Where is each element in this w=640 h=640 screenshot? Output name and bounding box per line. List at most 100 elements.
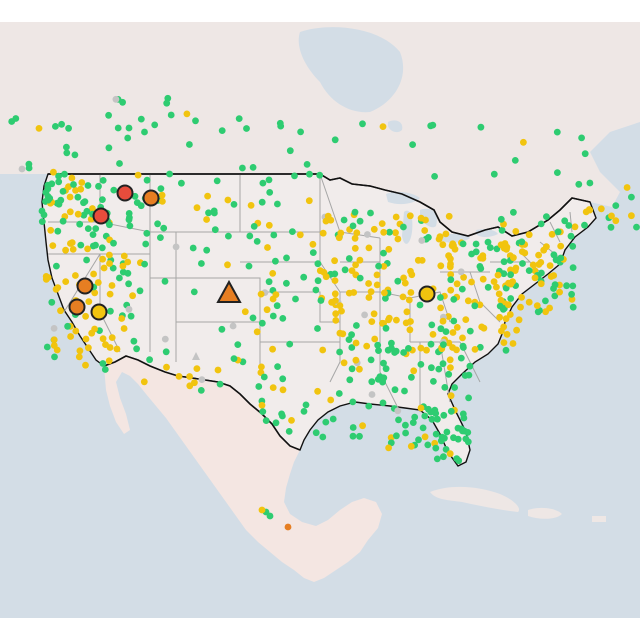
monitor-marker[interactable] <box>314 387 321 395</box>
monitor-marker[interactable] <box>500 323 508 331</box>
monitor-marker[interactable] <box>258 506 266 514</box>
monitor-marker[interactable] <box>446 356 454 364</box>
monitor-marker[interactable] <box>419 424 427 432</box>
monitor-marker[interactable] <box>453 324 461 331</box>
monitor-marker[interactable] <box>510 208 517 216</box>
monitor-marker[interactable] <box>371 335 379 343</box>
monitor-marker[interactable] <box>471 346 479 353</box>
monitor-marker[interactable] <box>89 231 97 239</box>
monitor-marker[interactable] <box>48 180 56 188</box>
monitor-marker[interactable] <box>259 408 267 415</box>
monitor-marker[interactable] <box>279 386 287 394</box>
monitor-marker[interactable] <box>568 290 575 298</box>
monitor-marker[interactable] <box>218 325 226 333</box>
monitor-marker[interactable] <box>628 193 635 201</box>
monitor-marker[interactable] <box>400 223 407 231</box>
monitor-marker[interactable] <box>512 228 520 235</box>
monitor-marker[interactable] <box>50 342 58 349</box>
monitor-marker[interactable] <box>245 262 253 270</box>
monitor-marker[interactable] <box>400 349 407 356</box>
monitor-marker[interactable] <box>569 303 577 311</box>
monitor-marker[interactable] <box>35 125 43 132</box>
monitor-marker[interactable] <box>106 290 114 298</box>
monitor-marker[interactable] <box>447 276 455 284</box>
monitor-marker[interactable] <box>124 269 132 277</box>
monitor-marker[interactable] <box>18 165 26 173</box>
unhealthy-marker[interactable] <box>92 207 110 225</box>
monitor-marker[interactable] <box>569 282 577 290</box>
monitor-marker[interactable] <box>356 274 364 282</box>
monitor-marker[interactable] <box>356 365 363 373</box>
monitor-marker[interactable] <box>289 228 296 236</box>
monitor-marker[interactable] <box>239 164 246 172</box>
monitor-marker[interactable] <box>365 244 373 252</box>
monitor-marker[interactable] <box>283 254 290 262</box>
monitor-marker[interactable] <box>445 313 452 320</box>
monitor-marker[interactable] <box>502 315 510 323</box>
monitor-marker[interactable] <box>288 417 295 424</box>
monitor-marker[interactable] <box>557 242 565 250</box>
no-data-triangle-icon[interactable] <box>192 352 200 360</box>
monitor-marker[interactable] <box>497 215 505 223</box>
monitor-marker[interactable] <box>370 225 378 233</box>
monitor-marker[interactable] <box>402 421 409 429</box>
monitor-marker[interactable] <box>283 279 290 287</box>
monitor-marker[interactable] <box>312 286 320 294</box>
monitor-marker[interactable] <box>255 383 263 390</box>
monitor-marker[interactable] <box>438 433 446 441</box>
monitor-marker[interactable] <box>440 453 447 461</box>
monitor-marker[interactable] <box>367 209 374 217</box>
monitor-marker[interactable] <box>368 391 376 398</box>
monitor-marker[interactable] <box>386 228 393 236</box>
monitor-marker[interactable] <box>446 450 454 458</box>
monitor-marker[interactable] <box>303 161 311 168</box>
monitor-marker[interactable] <box>557 254 565 262</box>
monitor-marker[interactable] <box>449 329 457 336</box>
monitor-marker[interactable] <box>116 160 123 167</box>
monitor-marker[interactable] <box>300 408 308 415</box>
monitor-marker[interactable] <box>380 228 388 236</box>
monitor-marker[interactable] <box>314 277 322 285</box>
monitor-marker[interactable] <box>99 196 106 204</box>
monitor-marker[interactable] <box>77 241 85 249</box>
monitor-marker[interactable] <box>479 275 487 283</box>
monitor-marker[interactable] <box>125 214 133 221</box>
monitor-marker[interactable] <box>460 414 468 422</box>
monitor-marker[interactable] <box>319 433 327 441</box>
monitor-marker[interactable] <box>388 345 395 352</box>
monitor-marker[interactable] <box>335 390 343 397</box>
monitor-marker[interactable] <box>399 293 407 301</box>
monitor-marker[interactable] <box>183 110 191 118</box>
monitor-marker[interactable] <box>109 264 117 272</box>
monitor-marker[interactable] <box>553 128 561 136</box>
monitor-marker[interactable] <box>230 201 238 208</box>
monitor-marker[interactable] <box>486 244 494 252</box>
monitor-marker[interactable] <box>265 176 273 184</box>
monitor-marker[interactable] <box>421 227 429 234</box>
monitor-marker[interactable] <box>130 337 138 345</box>
sensitive-marker[interactable] <box>142 189 160 207</box>
monitor-marker[interactable] <box>160 224 168 232</box>
monitor-marker[interactable] <box>71 151 79 159</box>
monitor-marker[interactable] <box>99 255 106 263</box>
monitor-marker[interactable] <box>175 373 183 380</box>
monitor-marker[interactable] <box>167 111 175 119</box>
monitor-marker[interactable] <box>243 125 250 132</box>
monitor-marker[interactable] <box>292 295 299 303</box>
monitor-marker[interactable] <box>556 288 563 296</box>
monitor-marker[interactable] <box>368 318 376 325</box>
monitor-marker[interactable] <box>250 223 258 230</box>
monitor-marker[interactable] <box>54 227 62 235</box>
monitor-marker[interactable] <box>265 278 273 286</box>
monitor-marker[interactable] <box>258 319 266 327</box>
monitor-marker[interactable] <box>44 274 52 281</box>
monitor-marker[interactable] <box>453 280 461 288</box>
monitor-marker[interactable] <box>110 239 117 247</box>
monitor-marker[interactable] <box>82 361 89 369</box>
monitor-marker[interactable] <box>101 366 109 373</box>
monitor-marker[interactable] <box>331 270 339 278</box>
monitor-marker[interactable] <box>98 244 106 252</box>
monitor-marker[interactable] <box>425 234 432 241</box>
monitor-marker[interactable] <box>125 305 133 313</box>
monitor-marker[interactable] <box>99 177 107 184</box>
